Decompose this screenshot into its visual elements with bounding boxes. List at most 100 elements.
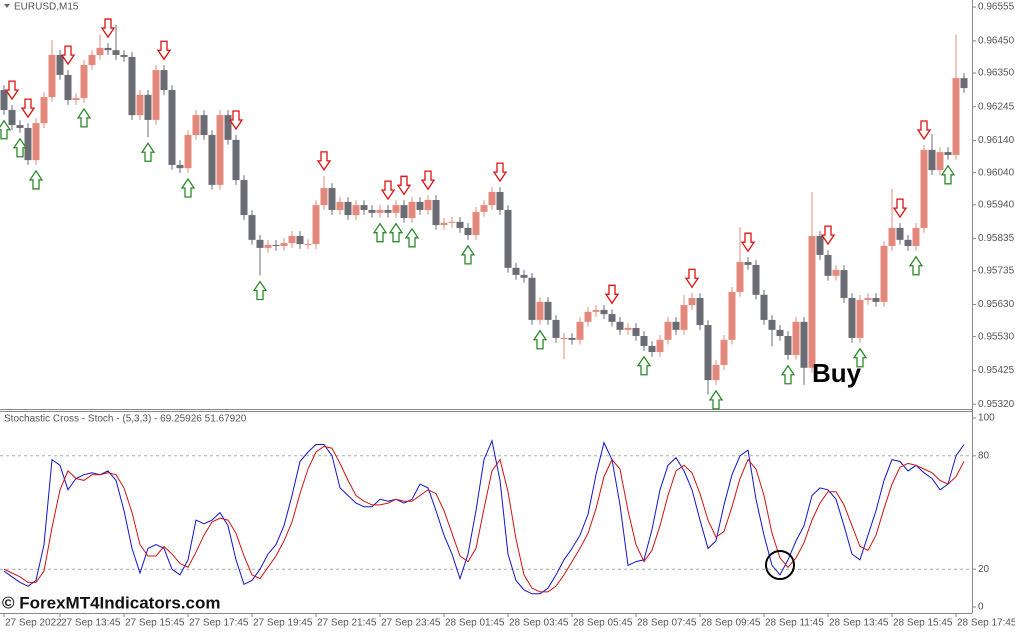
candle-body (872, 298, 880, 302)
candle-body (864, 298, 872, 300)
x-tick-label: 28 Sep 03:45 (509, 618, 569, 629)
buy-arrow (28, 169, 44, 190)
y-tick-label: 0.95835 (978, 233, 1015, 244)
candle-body (424, 199, 432, 210)
candle-body (208, 135, 216, 185)
y-tick-label: 0.95425 (978, 365, 1015, 376)
candle-body (672, 321, 680, 330)
candle-body (912, 227, 920, 246)
buy-arrow (708, 389, 724, 410)
candle-body (328, 188, 336, 210)
candle-body (792, 321, 800, 355)
candle-body (560, 337, 568, 339)
candle-body (784, 335, 792, 355)
candle-body (840, 270, 848, 299)
x-tick-label: 28 Sep 09:45 (701, 618, 761, 629)
x-tick-label: 28 Sep 17:45 (957, 618, 1015, 629)
candle-body (24, 127, 32, 161)
candle-body (112, 50, 120, 55)
candle-body (760, 294, 768, 320)
candle-body (904, 239, 912, 246)
candle-body (96, 47, 104, 55)
buy-arrow (460, 244, 476, 265)
x-tick-label: 28 Sep 07:45 (637, 618, 697, 629)
candle-body (152, 70, 160, 120)
buy-arrow (908, 255, 924, 276)
candle-body (472, 211, 480, 236)
candle-body (72, 98, 80, 100)
candle-body (160, 70, 168, 91)
x-tick-label: 28 Sep 01:45 (445, 618, 505, 629)
x-tick-label: 27 Sep 2022 (5, 618, 62, 629)
buy-annotation: Buy (812, 358, 862, 388)
candle-body (624, 327, 632, 330)
candle-body (936, 152, 944, 171)
candle-body (0, 90, 8, 110)
candle-body (944, 152, 952, 155)
candle-body (720, 339, 728, 365)
candle-body (600, 309, 608, 315)
y-tick-label: 0.95320 (978, 399, 1015, 410)
y-tick-label: 0.95735 (978, 265, 1015, 276)
buy-arrow (532, 329, 548, 350)
sell-arrow (156, 40, 172, 61)
symbol-title: EURUSD,M15 (14, 2, 79, 13)
candle-body (360, 205, 368, 210)
buy-arrow (12, 137, 28, 158)
y-tick-label: 0 (978, 602, 984, 613)
candle-body (688, 298, 696, 306)
sell-arrow (100, 18, 116, 39)
candle-body (304, 244, 312, 246)
candle-body (816, 235, 824, 255)
sell-arrow (740, 232, 756, 253)
candle-body (856, 299, 864, 338)
candle-body (488, 191, 496, 206)
x-tick-label: 28 Sep 05:45 (573, 618, 633, 629)
candle-body (400, 205, 408, 218)
candle-body (520, 274, 528, 278)
x-tick-label: 27 Sep 23:45 (381, 618, 441, 629)
buy-arrow (0, 119, 12, 140)
candle-body (408, 201, 416, 218)
candle-body (960, 78, 968, 89)
candle-body (528, 277, 536, 320)
candle-body (808, 235, 816, 368)
candle-body (888, 227, 896, 246)
candle-body (432, 199, 440, 226)
candle-body (824, 254, 832, 276)
candle-body (576, 321, 584, 340)
candle-body (32, 123, 40, 161)
buy-arrow (372, 222, 388, 243)
y-tick-label: 0.95940 (978, 199, 1015, 210)
sell-arrow (4, 80, 20, 101)
candle-body (728, 291, 736, 340)
candle-body (896, 227, 904, 240)
sell-arrow (228, 110, 244, 131)
candle-body (320, 188, 328, 206)
x-tick-label: 28 Sep 13:45 (829, 618, 889, 629)
candle-body (504, 209, 512, 268)
y-tick-label: 0.96140 (978, 135, 1015, 146)
buy-arrow (388, 222, 404, 243)
y-tick-label: 20 (978, 564, 990, 575)
sell-arrow (916, 120, 932, 141)
y-tick-label: 0.96245 (978, 101, 1015, 112)
candle-body (184, 135, 192, 169)
candle-body (40, 97, 48, 124)
candle-body (544, 301, 552, 320)
candle-body (680, 305, 688, 330)
candle-body (448, 221, 456, 223)
candle-body (344, 201, 352, 216)
candle-body (696, 298, 704, 326)
candle-body (512, 267, 520, 275)
highlight-circle (765, 550, 795, 580)
candle-body (416, 201, 424, 210)
candle-body (496, 191, 504, 210)
candle-body (48, 54, 56, 98)
candle-body (736, 262, 744, 292)
candle-body (240, 180, 248, 216)
candle-body (120, 54, 128, 57)
candle-body (440, 222, 448, 226)
y-tick-label: 0.96040 (978, 167, 1015, 178)
